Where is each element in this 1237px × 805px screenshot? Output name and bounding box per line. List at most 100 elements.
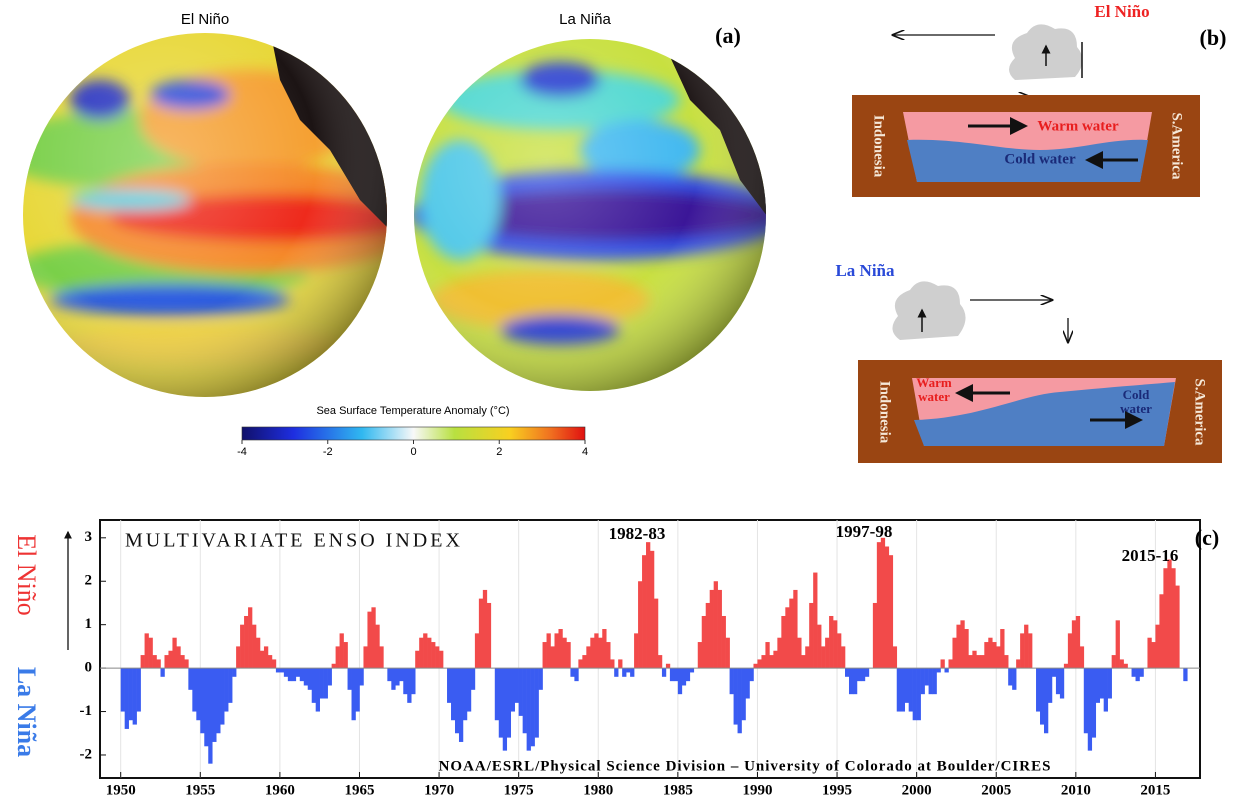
bar <box>160 668 165 677</box>
bar <box>980 655 985 669</box>
bar <box>291 668 297 682</box>
bar <box>1119 659 1124 669</box>
x-tick-label: 1990 <box>742 782 772 798</box>
bar <box>514 668 519 703</box>
bar <box>538 668 543 690</box>
bar <box>769 655 774 669</box>
y-tick-label: -1 <box>80 703 93 719</box>
bar <box>391 668 396 690</box>
bar <box>904 668 909 703</box>
bar <box>630 668 635 677</box>
bar <box>287 668 293 682</box>
bar <box>1095 668 1101 703</box>
wall-label: Indonesia <box>871 115 887 178</box>
bar <box>737 668 742 734</box>
bar <box>685 668 691 682</box>
panel-label: (c) <box>1195 525 1219 550</box>
bar <box>180 655 185 669</box>
bar <box>120 668 125 712</box>
bar <box>833 620 838 669</box>
bar <box>876 542 882 669</box>
bar <box>900 668 906 712</box>
bar <box>618 659 623 669</box>
bar <box>343 642 348 669</box>
bar <box>339 633 344 669</box>
bar <box>248 607 253 669</box>
bar <box>423 633 428 669</box>
bar <box>689 668 695 673</box>
colorbar <box>241 426 586 441</box>
bar <box>653 598 659 669</box>
bar <box>825 637 830 669</box>
bar <box>152 655 157 669</box>
bar <box>387 668 392 682</box>
colorbar-tick-label: 2 <box>496 446 502 458</box>
source-note: NOAA/ESRL/Physical Science Division – Un… <box>439 758 1052 774</box>
bar <box>311 668 317 703</box>
bar <box>156 659 161 669</box>
bar <box>856 668 862 682</box>
bar <box>1087 668 1093 751</box>
bar <box>1067 633 1073 669</box>
bar <box>944 668 949 673</box>
bar <box>864 668 870 677</box>
bar <box>757 659 762 669</box>
bar <box>275 668 281 673</box>
bar <box>252 624 257 669</box>
bar <box>128 668 133 721</box>
bar <box>1115 620 1120 669</box>
bar <box>1012 668 1017 690</box>
bar <box>765 642 770 669</box>
bar <box>212 668 217 742</box>
bar <box>1083 668 1089 734</box>
bar <box>192 668 197 712</box>
bar <box>502 668 508 751</box>
bar <box>510 668 515 712</box>
bar <box>188 668 193 690</box>
bar <box>1175 585 1180 669</box>
bar <box>395 668 400 686</box>
bar <box>837 633 842 669</box>
bar <box>1099 668 1104 699</box>
bar <box>661 668 667 677</box>
bar <box>371 607 376 669</box>
bar <box>709 589 714 669</box>
bar <box>482 589 488 669</box>
water-label: Warm water <box>1037 118 1119 134</box>
bar <box>761 655 766 669</box>
bar <box>789 598 794 669</box>
bar <box>777 637 782 669</box>
upper-label: El Niño <box>12 534 41 616</box>
bar <box>494 668 500 721</box>
bar <box>1107 668 1112 699</box>
bar <box>1135 668 1140 682</box>
panel-label: (a) <box>715 23 741 48</box>
bar <box>1111 655 1116 669</box>
bar <box>821 646 826 669</box>
bar <box>932 668 937 695</box>
bar <box>1091 668 1097 738</box>
bar <box>462 668 468 721</box>
colorbar-title: Sea Surface Temperature Anomaly (°C) <box>316 405 509 417</box>
bar <box>681 668 687 686</box>
bar <box>1040 668 1045 725</box>
bar <box>622 668 627 677</box>
bar <box>594 633 599 669</box>
bar <box>327 668 332 686</box>
bar <box>263 646 269 669</box>
bar <box>168 650 173 669</box>
x-tick-label: 1970 <box>424 782 454 798</box>
y-tick-label: 1 <box>85 616 93 632</box>
bar <box>554 633 559 669</box>
bar <box>697 642 703 669</box>
bar <box>562 637 567 669</box>
bar <box>1051 668 1057 677</box>
bar <box>1131 668 1136 677</box>
bar <box>367 611 372 669</box>
bar <box>665 663 671 669</box>
bar <box>880 537 886 669</box>
bar <box>518 668 523 716</box>
bar <box>733 668 738 725</box>
bar <box>566 642 571 669</box>
bar <box>435 646 440 669</box>
